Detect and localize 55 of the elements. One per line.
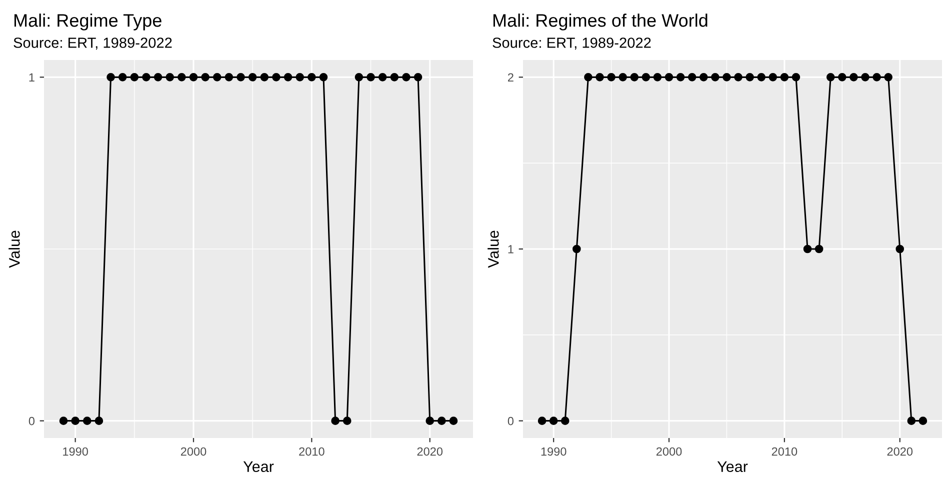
y-tick-label: 0 [508,416,514,426]
x-tick-label: 2000 [180,447,206,456]
point [618,73,628,82]
point [584,73,592,82]
point [699,73,708,82]
chart-title: Mali: Regimes of the World [493,14,708,30]
point [861,73,870,82]
y-axis-title: Value [8,230,20,268]
point [780,73,789,82]
point [872,73,881,82]
point [814,244,824,254]
x-tick-label: 2010 [772,447,798,456]
x-tick-label: 2020 [417,447,443,456]
point [642,73,650,82]
point [826,73,835,82]
y-tick-label: 2 [508,73,514,82]
chart-subtitle: Source: ERT, 1989-2022 [492,38,651,50]
x-tick-label: 2010 [299,447,324,456]
point [653,73,662,82]
point [734,73,742,82]
x-axis-title: Year [717,461,748,472]
x-tick-label: 2020 [887,447,913,456]
point [549,416,558,425]
y-tick-label: 1 [508,245,514,254]
point [664,73,674,82]
point [630,73,639,82]
point [688,73,696,82]
point [792,73,800,82]
point [722,73,731,82]
point [572,244,581,254]
x-tick-label: 1990 [63,447,88,456]
x-axis-title: Year [243,461,274,472]
y-axis-title: Value [488,230,499,268]
point [768,73,778,82]
point [896,244,904,254]
x-tick-label: 1990 [541,447,566,456]
point [676,73,685,82]
point [757,73,766,82]
point [538,416,546,425]
point [596,73,604,82]
point [607,73,616,82]
point [884,73,892,82]
chart-title: Mali: Regime Type [14,14,162,30]
point [746,73,754,82]
chart-subtitle: Source: ERT, 1989-2022 [14,38,172,50]
x-tick-label: 2000 [656,447,682,456]
point [850,73,858,82]
point [803,244,812,254]
y-tick-label: 0 [28,416,35,426]
point [838,73,846,82]
point [560,416,570,425]
point [711,73,720,82]
y-tick-label: 1 [29,73,34,82]
point [907,416,916,425]
point [918,416,928,425]
